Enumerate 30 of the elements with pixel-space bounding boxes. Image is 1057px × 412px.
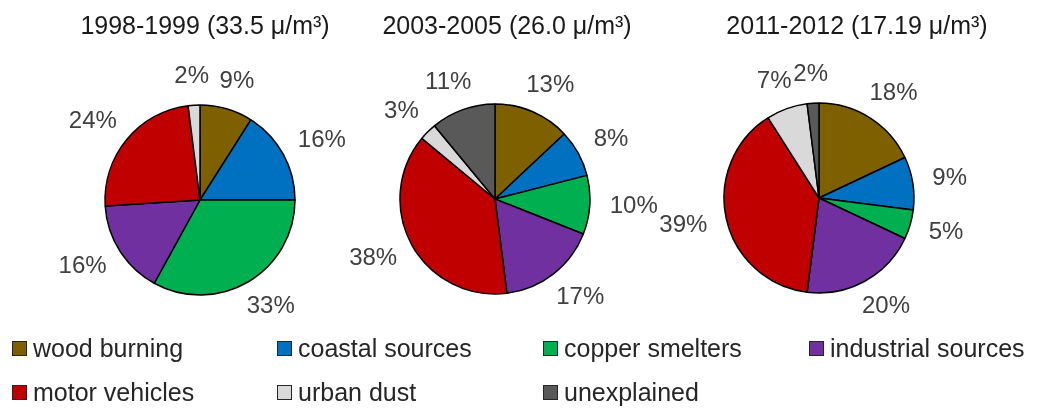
data-label: 9% xyxy=(932,163,968,191)
data-label: 16% xyxy=(58,251,107,279)
data-label: 8% xyxy=(593,123,629,151)
data-label: 10% xyxy=(609,191,658,219)
data-label: 17% xyxy=(556,281,605,309)
legend-label: industrial sources xyxy=(830,333,1025,363)
slice-label: 2011-2012 (17.19 μ/m³) xyxy=(726,10,988,39)
data-label: 18% xyxy=(869,77,918,105)
legend-label: copper smelters xyxy=(564,333,742,363)
data-label: 33% xyxy=(246,291,295,319)
data-label: 13% xyxy=(526,69,575,97)
legend-label: motor vehicles xyxy=(33,377,195,407)
data-label: 11% xyxy=(425,66,472,94)
data-label: 2% xyxy=(174,60,210,88)
data-label: 9% xyxy=(219,65,255,93)
legend-label: urban dust xyxy=(298,377,417,407)
data-label: 38% xyxy=(349,243,398,271)
data-label: 24% xyxy=(68,105,117,133)
data-label: 16% xyxy=(297,124,346,152)
slice-label: 2003-2005 (26.0 μ/m³) xyxy=(382,10,632,39)
legend-label: unexplained xyxy=(564,377,699,407)
legend-label: coastal sources xyxy=(298,333,472,363)
data-label: 2% xyxy=(793,58,829,86)
data-label: 20% xyxy=(861,291,910,319)
data-label: 3% xyxy=(384,95,419,123)
data-label: 39% xyxy=(659,209,708,237)
data-label: 7% xyxy=(756,65,792,93)
data-label: 5% xyxy=(928,217,964,245)
legend-label: wood burning xyxy=(33,333,184,363)
slice-label: 1998-1999 (33.5 μ/m³) xyxy=(80,10,330,39)
